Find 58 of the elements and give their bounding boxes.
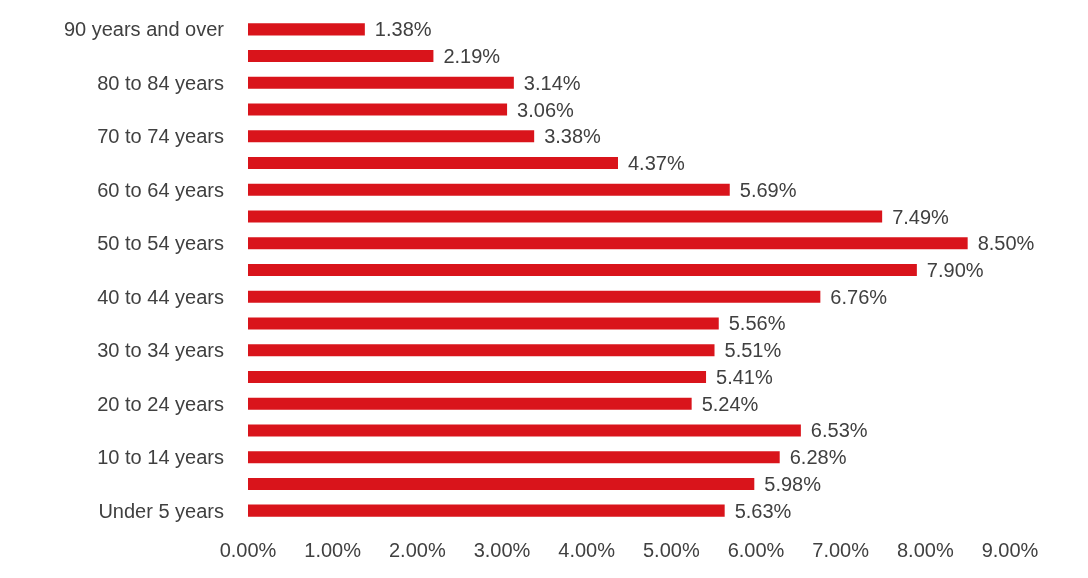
x-tick-label: 5.00%: [642, 539, 700, 561]
y-tick-label: 80 to 84 years: [97, 71, 224, 94]
bar: [248, 157, 618, 170]
data-label: 7.49%: [892, 205, 950, 228]
y-tick-label: 40 to 44 years: [97, 285, 224, 308]
bar: [248, 317, 719, 330]
y-tick-label: 30 to 34 years: [97, 339, 224, 362]
data-label: 3.14%: [523, 71, 581, 94]
bar: [248, 23, 365, 36]
bar: [248, 237, 968, 250]
y-tick-label: 90 years and over: [63, 18, 225, 41]
y-tick-label: 60 to 64 years: [97, 178, 224, 201]
data-label: 5.24%: [701, 392, 759, 415]
data-label: 3.38%: [544, 125, 602, 148]
data-label: 3.06%: [517, 98, 575, 121]
data-label: 5.69%: [739, 178, 797, 201]
data-label: 8.50%: [977, 232, 1035, 255]
bar: [248, 76, 514, 89]
data-label: 1.38%: [374, 18, 432, 41]
y-tick-label: 50 to 54 years: [97, 232, 224, 255]
bar: [248, 451, 780, 464]
bar: [248, 210, 883, 223]
y-tick-label: 10 to 14 years: [97, 446, 224, 469]
x-tick-label: 0.00%: [219, 539, 277, 561]
data-label: 7.90%: [926, 259, 984, 281]
x-tick-label: 7.00%: [812, 539, 870, 561]
x-tick-label: 2.00%: [388, 539, 446, 561]
data-label: 2.19%: [443, 45, 501, 68]
data-label: 6.53%: [810, 419, 868, 442]
x-tick-label: 8.00%: [896, 539, 954, 561]
data-label: 5.51%: [724, 339, 782, 362]
data-label: 5.63%: [734, 499, 792, 522]
y-tick-label: 70 to 74 years: [97, 125, 224, 148]
bar: [248, 370, 707, 383]
bar: [248, 290, 821, 303]
bar: [248, 477, 755, 490]
bar: [248, 50, 434, 63]
bar: [248, 130, 535, 143]
bar: [248, 183, 730, 196]
y-tick-label: Under 5 years: [98, 499, 224, 522]
bar: [248, 263, 917, 277]
bar: [248, 504, 725, 517]
x-tick-label: 3.00%: [473, 539, 531, 561]
bar: [248, 344, 715, 357]
bar: [248, 103, 508, 116]
data-label: 4.37%: [627, 152, 685, 175]
data-label: 6.76%: [830, 285, 888, 308]
data-label: 5.98%: [764, 472, 822, 495]
x-tick-label: 1.00%: [304, 539, 362, 561]
bar: [248, 424, 801, 437]
bar: [248, 397, 692, 410]
data-label: 5.41%: [716, 365, 773, 388]
x-tick-label: 9.00%: [981, 539, 1039, 561]
y-tick-label: 20 to 24 years: [97, 392, 224, 415]
data-label: 5.56%: [728, 312, 786, 335]
x-tick-label: 6.00%: [727, 539, 785, 561]
data-label: 6.28%: [789, 446, 847, 469]
x-tick-label: 4.00%: [558, 539, 616, 561]
